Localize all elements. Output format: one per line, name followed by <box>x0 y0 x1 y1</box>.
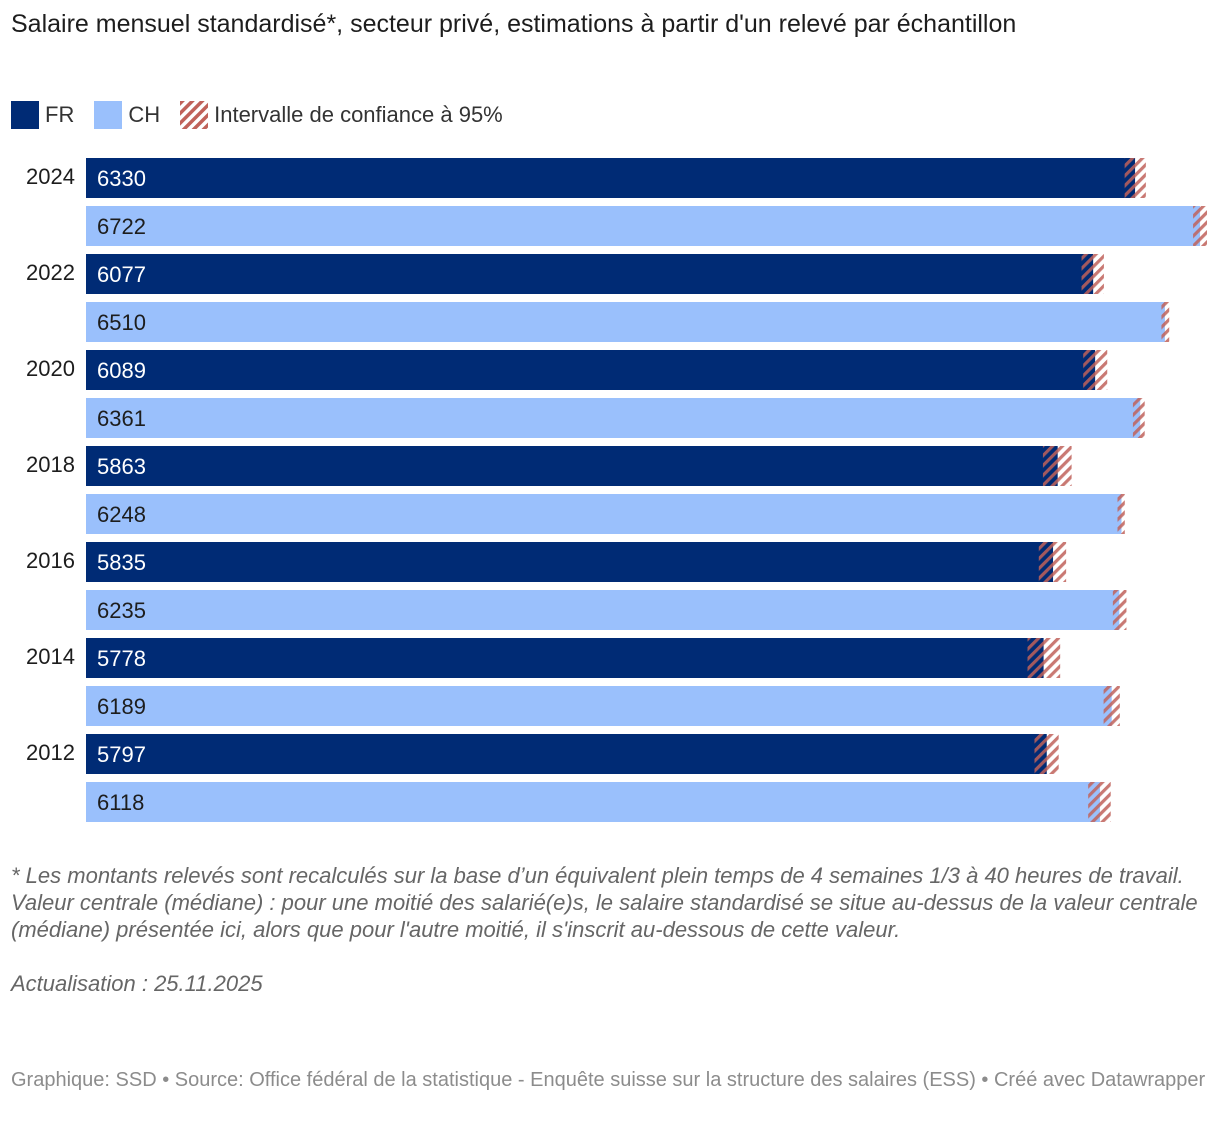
bar-ch-2024 <box>86 206 1201 246</box>
bar-fr-2022 <box>86 254 1094 294</box>
bar-ch-2020 <box>86 398 1141 438</box>
year-label-2020: 2020 <box>26 356 75 381</box>
bar-ch-2018 <box>86 494 1122 534</box>
bar-fr-2020 <box>86 350 1096 390</box>
legend: FR CH Intervalle de confiance à 95% <box>11 100 523 130</box>
year-label-2016: 2016 <box>26 548 75 573</box>
ci-fr-2016 <box>1038 542 1067 582</box>
ci-fr-2014 <box>1027 638 1061 678</box>
bar-fr-2014 <box>86 638 1044 678</box>
year-label-2012: 2012 <box>26 740 75 765</box>
year-label-2024: 2024 <box>26 164 75 189</box>
ci-ch-2022 <box>1161 302 1170 342</box>
ci-ch-2024 <box>1193 206 1208 246</box>
chart-notes: * Les montants relevés sont recalculés s… <box>11 862 1206 997</box>
ci-ch-2012 <box>1088 782 1111 822</box>
value-label-fr-2018: 5863 <box>97 454 146 479</box>
bar-chart: 2024 6330 6722 2022 6077 6510 2020 6089 6361 2018… <box>26 158 1208 822</box>
bar-fr-2012 <box>86 734 1047 774</box>
year-label-2022: 2022 <box>26 260 75 285</box>
ci-ch-2014 <box>1103 686 1120 726</box>
ci-fr-2018 <box>1042 446 1072 486</box>
bar-ch-2022 <box>86 302 1165 342</box>
value-label-ch-2022: 6510 <box>97 310 146 335</box>
bar-ch-2012 <box>86 782 1100 822</box>
value-label-ch-2024: 6722 <box>97 214 146 239</box>
year-label-2018: 2018 <box>26 452 75 477</box>
ci-ch-2016 <box>1112 590 1127 630</box>
bar-ch-2016 <box>86 590 1120 630</box>
value-label-ch-2014: 6189 <box>97 694 146 719</box>
legend-swatch-ch <box>94 101 123 129</box>
value-label-fr-2020: 6089 <box>97 358 146 383</box>
legend-label-ch: CH <box>128 102 161 127</box>
value-label-fr-2022: 6077 <box>97 262 146 287</box>
ci-ch-2018 <box>1117 494 1125 534</box>
legend-item-ch: CH <box>94 101 160 129</box>
ci-fr-2012 <box>1034 734 1059 774</box>
legend-item-fr: FR <box>11 101 74 129</box>
bar-fr-2024 <box>86 158 1136 198</box>
bar-fr-2016 <box>86 542 1054 582</box>
legend-label-fr: FR <box>45 102 75 127</box>
note-median: Valeur centrale (médiane) : pour une moi… <box>11 890 1198 942</box>
value-label-ch-2016: 6235 <box>97 598 146 623</box>
bar-fr-2018 <box>86 446 1058 486</box>
value-label-ch-2018: 6248 <box>97 502 146 527</box>
legend-swatch-ci <box>180 101 209 129</box>
legend-swatch-fr <box>11 101 39 129</box>
year-label-2014: 2014 <box>26 644 75 669</box>
value-label-fr-2014: 5778 <box>97 646 146 671</box>
value-label-ch-2012: 6118 <box>97 790 144 815</box>
chart-title: Salaire mensuel standardisé*, secteur pr… <box>11 10 1017 38</box>
bar-ch-2014 <box>86 686 1112 726</box>
value-label-fr-2012: 5797 <box>97 742 146 767</box>
ci-fr-2024 <box>1124 158 1146 198</box>
ci-fr-2020 <box>1083 350 1108 390</box>
ci-ch-2020 <box>1132 398 1145 438</box>
ci-fr-2022 <box>1081 254 1104 294</box>
note-update: Actualisation : 25.11.2025 <box>11 971 263 996</box>
value-label-ch-2020: 6361 <box>97 406 146 431</box>
legend-label-ci: Intervalle de confiance à 95% <box>214 102 503 127</box>
footer-source: Graphique: SSD • Source: Office fédéral … <box>11 1069 1206 1091</box>
note-fte: * Les montants relevés sont recalculés s… <box>11 863 1184 888</box>
legend-item-ci: Intervalle de confiance à 95% <box>180 101 503 129</box>
value-label-fr-2016: 5835 <box>97 550 146 575</box>
value-label-fr-2024: 6330 <box>97 166 146 191</box>
